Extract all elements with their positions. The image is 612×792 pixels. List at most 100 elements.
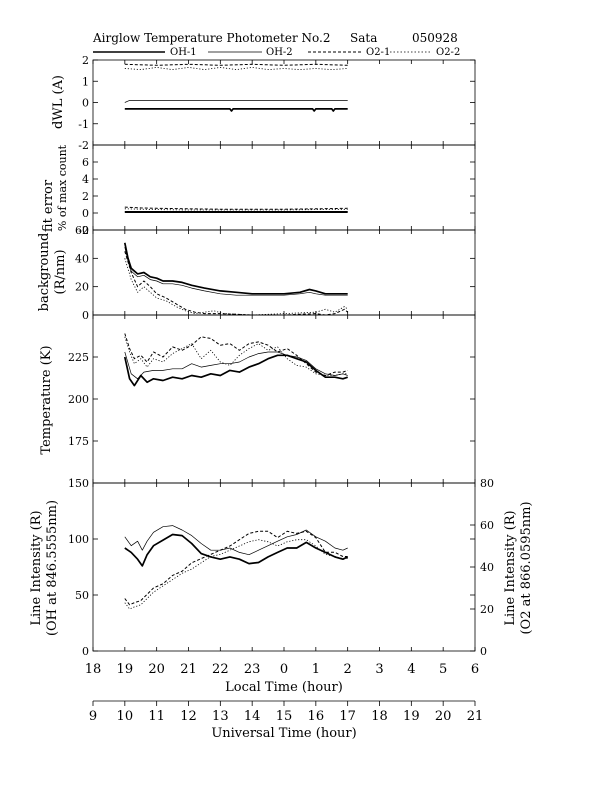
bg-frame <box>92 229 476 316</box>
series-o2-1-line <box>124 206 348 210</box>
chart-date: 050928 <box>412 31 458 45</box>
fit-ylabel: fit error <box>41 179 56 232</box>
ytick-label: 150 <box>68 477 89 490</box>
ytick-label: 6 <box>82 156 89 169</box>
bg-ylabel-sub: (R/nm) <box>53 249 68 294</box>
ytick-label: 4 <box>82 173 89 186</box>
fit-error-panel: fit error % of max count <box>41 144 476 232</box>
temperature-panel: Temperature (K) <box>39 314 476 484</box>
legend: OH-1 OH-2 O2-1 O2-2 <box>93 47 460 58</box>
ytick-label: 20 <box>75 281 89 294</box>
temp-ylabel: Temperature (K) <box>39 345 54 454</box>
bg-ylabel: background <box>37 233 52 312</box>
ut-tick-label: 12 <box>180 709 197 724</box>
ytick-label: 100 <box>68 533 89 546</box>
intensity-ylabel-sub: (OH at 846.5555nm) <box>45 500 60 636</box>
chart-site: Sata <box>350 31 377 45</box>
ytick-label: 0 <box>82 97 89 110</box>
series-oh-1-line <box>123 242 348 295</box>
ytick-label: 60 <box>75 224 89 237</box>
intensity-frame <box>92 482 476 652</box>
local-tick-label: 20 <box>148 662 165 677</box>
intensity-ylabel-right: Line Intensity (R) <box>503 510 518 625</box>
series-oh-2-line <box>124 525 348 556</box>
ytick-label: 200 <box>68 393 89 406</box>
local-tick-label: 2 <box>344 662 352 677</box>
ytick-label: 2 <box>82 54 89 67</box>
ut-tick-label: 14 <box>244 709 261 724</box>
intensity-panel: Line Intensity (R) (OH at 846.5555nm) Li… <box>29 482 534 652</box>
ytick-label: 1 <box>82 75 89 88</box>
intensity-ylabel-right-sub: (O2 at 866.0595nm) <box>519 501 534 634</box>
ytick-label: 0 <box>82 645 89 658</box>
series-o2-2-line <box>124 258 348 316</box>
series-o2-1-line <box>124 530 348 606</box>
local-tick-label: 0 <box>280 662 288 677</box>
series-o2-2-line <box>124 539 348 610</box>
ytick-label: 175 <box>68 435 89 448</box>
ut-label: Universal Time (hour) <box>211 726 356 741</box>
series-oh-1-line <box>123 354 348 387</box>
ytick-label: 225 <box>68 351 89 364</box>
legend-label-oh1: OH-1 <box>170 47 197 58</box>
local-tick-label: 21 <box>180 662 197 677</box>
local-tick-label: 6 <box>471 662 479 677</box>
series-o2-1-line <box>124 63 348 66</box>
ytick-label: 0 <box>82 207 89 220</box>
local-tick-label: 1 <box>312 662 320 677</box>
series-oh-1-line <box>124 108 348 112</box>
ytick-label-right: 60 <box>480 519 494 532</box>
ytick-label-right: 20 <box>480 603 494 616</box>
chart-title: Airglow Temperature Photometer No.2 <box>92 31 331 45</box>
dwl-panel: dWL (A) <box>51 59 476 146</box>
series-o2-2-line <box>124 67 348 70</box>
series-o2-1-line <box>124 333 348 376</box>
legend-label-o21: O2-1 <box>366 47 390 58</box>
series-o2-1-line <box>124 251 349 316</box>
ytick-label-right: 0 <box>480 645 487 658</box>
ut-tick-label: 9 <box>89 709 97 724</box>
chart-marks: -2-1012-20246020406017520022505010015002… <box>68 54 494 724</box>
local-tick-label: 5 <box>439 662 447 677</box>
local-tick-label: 19 <box>117 662 134 677</box>
ut-tick-label: 17 <box>339 709 356 724</box>
ytick-label: -2 <box>78 224 89 237</box>
legend-label-o22: O2-2 <box>436 47 460 58</box>
ytick-label-right: 80 <box>480 477 494 490</box>
ytick-label: 0 <box>82 309 89 322</box>
local-time-label: Local Time (hour) <box>225 680 343 695</box>
series-oh-2-line <box>124 100 348 103</box>
fit-frame <box>92 144 476 231</box>
ut-tick-label: 18 <box>371 709 388 724</box>
local-tick-label: 4 <box>407 662 415 677</box>
ut-tick-label: 15 <box>276 709 293 724</box>
ut-tick-label: 21 <box>467 709 484 724</box>
series-oh-1-line <box>124 533 349 567</box>
legend-label-oh2: OH-2 <box>266 47 293 58</box>
temp-frame <box>92 314 476 484</box>
ut-tick-label: 20 <box>435 709 452 724</box>
background-panel: background (R/nm) <box>37 229 476 316</box>
ut-tick-label: 13 <box>212 709 229 724</box>
ytick-label: 2 <box>82 190 89 203</box>
series-o2-2-line <box>124 208 348 211</box>
ut-tick-label: 16 <box>308 709 325 724</box>
local-tick-label: 23 <box>244 662 261 677</box>
ytick-label: 40 <box>75 252 89 265</box>
intensity-ylabel: Line Intensity (R) <box>29 510 44 625</box>
fit-ylabel-sub: % of max count <box>56 144 69 231</box>
dwl-frame <box>92 59 476 146</box>
local-tick-label: 22 <box>212 662 229 677</box>
series-oh-2-line <box>124 246 348 296</box>
ytick-label: 50 <box>75 589 89 602</box>
series-oh-2-line <box>124 351 348 380</box>
ytick-label: -2 <box>78 139 89 152</box>
local-tick-label: 3 <box>375 662 383 677</box>
ytick-label-right: 40 <box>480 561 494 574</box>
ut-tick-label: 10 <box>117 709 134 724</box>
ut-tick-label: 19 <box>403 709 420 724</box>
dwl-ylabel: dWL (A) <box>51 75 66 129</box>
local-tick-label: 18 <box>85 662 102 677</box>
ut-tick-label: 11 <box>148 709 165 724</box>
